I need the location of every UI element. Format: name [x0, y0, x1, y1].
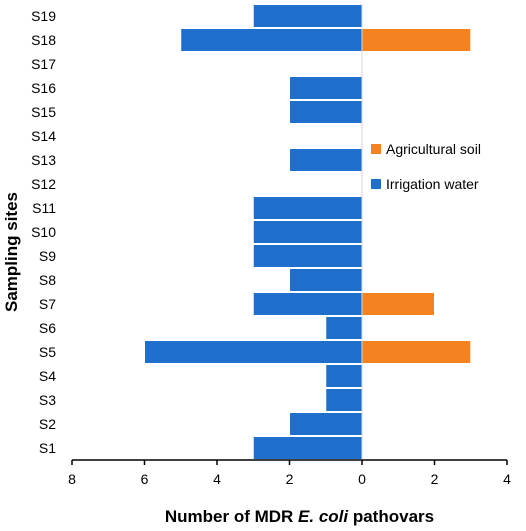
y-axis-ticks: S1 S2 S3 S4 S5 S6 S7 S8 S9 S10 S11 S12 S13 S14 S15 S16 S…: [31, 8, 56, 456]
bar-irrigation-water-s16: [289, 76, 363, 100]
y-tick-label: S7: [39, 296, 56, 312]
y-tick-label: S5: [39, 344, 56, 360]
y-tick-label: S2: [39, 416, 56, 432]
x-tick-label: 2: [286, 471, 294, 487]
bar-irrigation-water-s5: [144, 340, 363, 364]
y-tick-label: S4: [39, 368, 56, 384]
y-axis-title: Sampling sites: [2, 192, 21, 312]
x-axis-title-part-3: pathovars: [348, 507, 434, 526]
bar-irrigation-water-s1: [252, 436, 363, 460]
legend-label-agricultural-soil: Agricultural soil: [386, 141, 481, 157]
bar-irrigation-water-s4: [325, 364, 363, 388]
x-tick-label: 4: [213, 471, 221, 487]
bar-irrigation-water-s19: [252, 4, 363, 28]
legend-swatch-agricultural-soil: [371, 144, 381, 154]
y-tick-label: S18: [31, 32, 56, 48]
y-tick-label: S6: [39, 320, 56, 336]
y-tick-label: S13: [31, 152, 56, 168]
y-tick-label: S11: [32, 200, 56, 216]
bar-irrigation-water-s18: [180, 28, 363, 52]
bar-irrigation-water-s7: [252, 292, 363, 316]
bar-irrigation-water-s10: [252, 220, 363, 244]
x-axis-title-part-2: E. coli: [298, 507, 349, 526]
bar-irrigation-water-s9: [252, 244, 363, 268]
y-tick-label: S9: [39, 248, 56, 264]
x-axis-ticks: 8 6 4 2 0 2 4: [68, 460, 511, 487]
y-tick-label: S8: [39, 272, 56, 288]
bar-agricultural-soil-s18: [361, 28, 472, 52]
y-tick-label: S3: [39, 392, 56, 408]
bar-irrigation-water-s6: [325, 316, 363, 340]
x-tick-label: 0: [358, 471, 366, 487]
bar-agricultural-soil-s7: [361, 292, 435, 316]
y-tick-label: S16: [31, 80, 56, 96]
bar-agricultural-soil-s5: [361, 340, 472, 364]
bar-irrigation-water-s2: [289, 412, 363, 436]
x-tick-label: 6: [141, 471, 149, 487]
y-tick-label: S19: [31, 8, 56, 24]
y-tick-label: S17: [31, 56, 56, 72]
bars-layer: [144, 4, 472, 460]
bar-irrigation-water-s13: [289, 148, 363, 172]
y-tick-label: S15: [31, 104, 56, 120]
bar-irrigation-water-s15: [289, 100, 363, 124]
y-tick-label: S12: [31, 176, 56, 192]
legend: Agricultural soil Irrigation water: [371, 141, 481, 192]
x-axis-title-part-1: Number of MDR: [165, 507, 298, 526]
bar-irrigation-water-s11: [252, 196, 363, 220]
x-axis-title: Number of MDR E. coli pathovars: [165, 507, 434, 526]
x-tick-label: 2: [431, 471, 439, 487]
y-tick-label: S14: [31, 128, 56, 144]
y-tick-label: S10: [31, 224, 56, 240]
bar-irrigation-water-s8: [289, 268, 363, 292]
legend-swatch-irrigation-water: [371, 179, 381, 189]
y-tick-label: S1: [39, 440, 56, 456]
x-tick-label: 8: [68, 471, 76, 487]
legend-label-irrigation-water: Irrigation water: [386, 176, 479, 192]
bar-irrigation-water-s3: [325, 388, 363, 412]
x-tick-label: 4: [503, 471, 511, 487]
